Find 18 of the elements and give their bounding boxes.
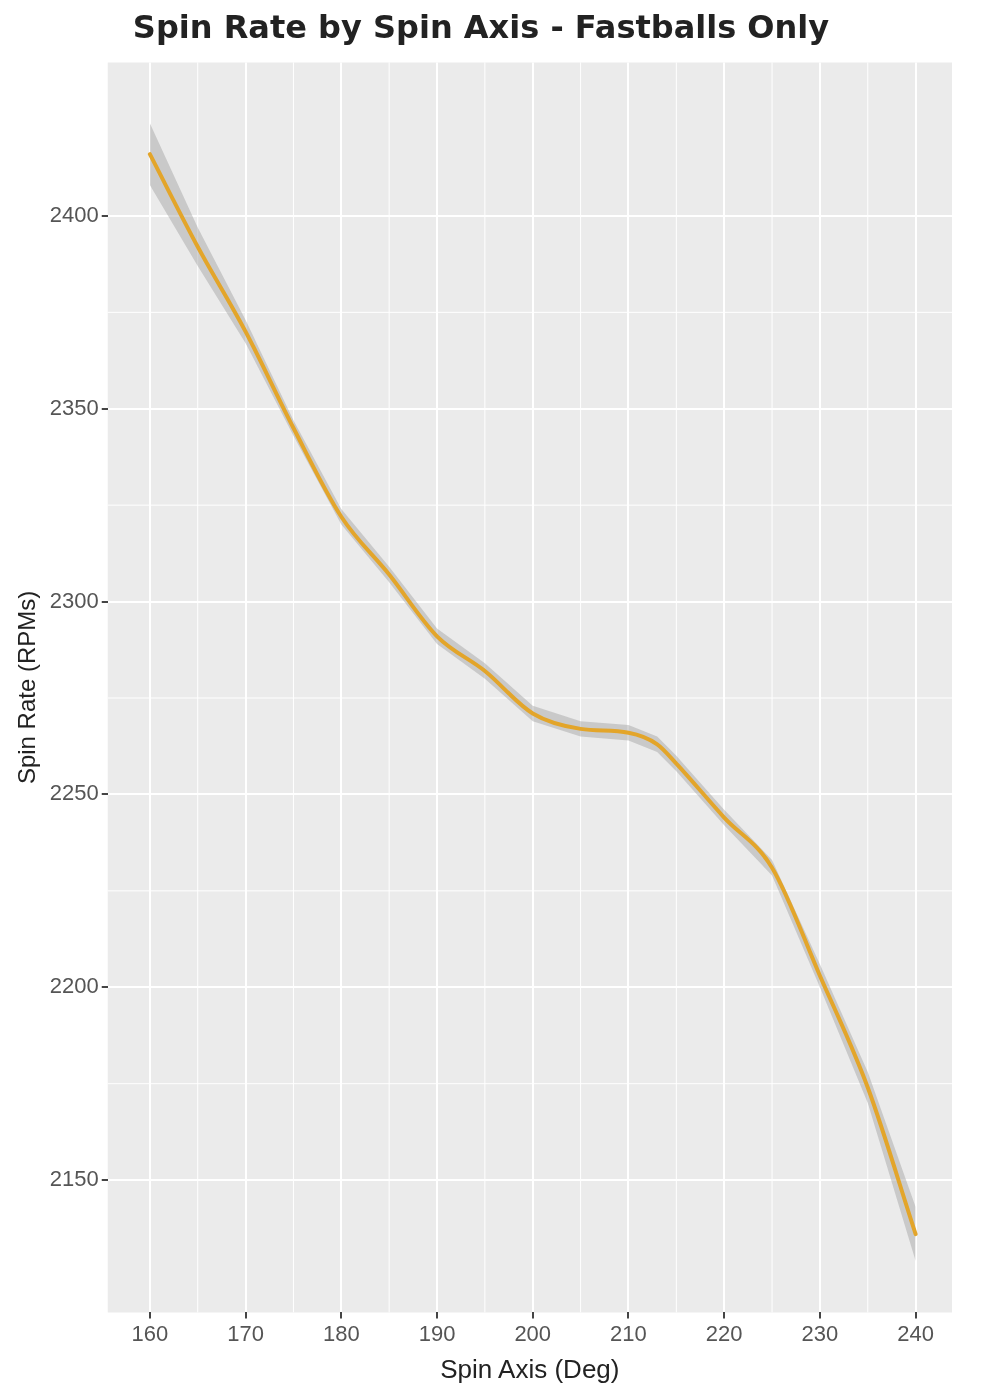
- x-tick-label: 190: [418, 1320, 456, 1346]
- y-tick-label: 2250: [49, 780, 99, 806]
- x-tick-label: 200: [514, 1320, 552, 1346]
- x-tick-label: 240: [897, 1320, 934, 1346]
- y-axis-title: Spin Rate (RPMs): [13, 590, 41, 785]
- x-tick-label: 210: [610, 1320, 647, 1346]
- y-tick-label: 2350: [49, 394, 99, 420]
- y-tick-label: 2300: [49, 587, 99, 613]
- x-tick-label: 160: [131, 1320, 169, 1346]
- y-tick-label: 2400: [49, 201, 99, 227]
- x-tick-label: 170: [227, 1320, 264, 1346]
- x-tick-label: 180: [322, 1320, 360, 1346]
- y-tick-label: 2150: [49, 1166, 99, 1192]
- x-axis-title: Spin Axis (Deg): [440, 1353, 620, 1384]
- x-tick-label: 220: [705, 1320, 743, 1346]
- y-tick-label: 2200: [49, 973, 99, 999]
- chart-title: Spin Rate by Spin Axis - Fastballs Only: [132, 7, 830, 46]
- x-tick-label: 230: [801, 1320, 839, 1346]
